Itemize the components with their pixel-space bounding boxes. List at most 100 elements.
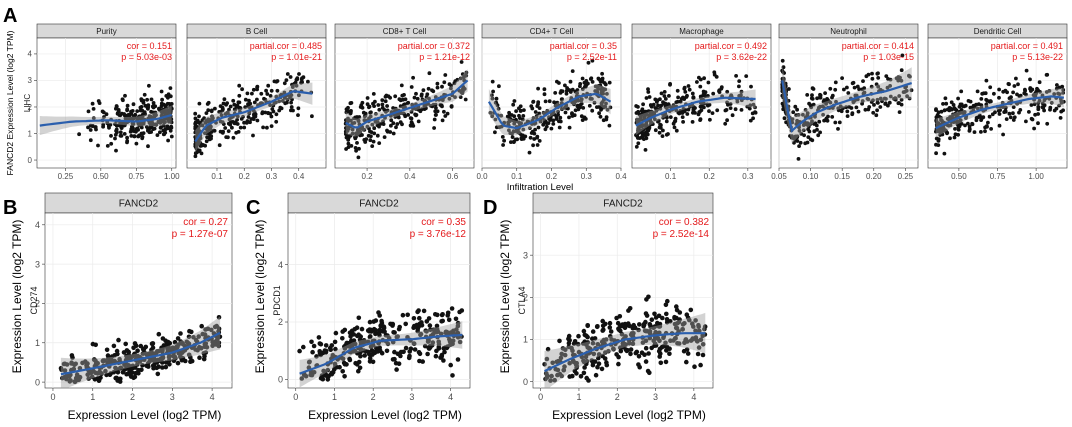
data-point bbox=[125, 135, 129, 140]
data-point bbox=[497, 84, 501, 89]
data-point bbox=[652, 311, 657, 317]
data-point bbox=[531, 116, 536, 120]
x-tick-label: 0.10 bbox=[803, 172, 819, 181]
data-point bbox=[909, 88, 914, 93]
data-point bbox=[399, 83, 404, 88]
data-point bbox=[544, 356, 550, 362]
data-point bbox=[448, 342, 453, 348]
facet-strip-label: Dendritic Cell bbox=[974, 27, 1022, 36]
data-point bbox=[979, 130, 983, 134]
data-point bbox=[616, 361, 621, 367]
data-point bbox=[450, 373, 455, 378]
data-point bbox=[952, 135, 957, 140]
x-tick-label: 1 bbox=[332, 392, 337, 402]
data-point bbox=[945, 107, 950, 112]
data-point bbox=[585, 323, 590, 328]
data-point bbox=[130, 125, 135, 130]
data-point bbox=[680, 111, 685, 115]
data-point bbox=[870, 71, 874, 76]
data-point bbox=[636, 105, 640, 109]
data-point bbox=[534, 114, 539, 118]
data-point bbox=[200, 143, 205, 148]
data-point bbox=[414, 91, 418, 96]
data-point bbox=[997, 95, 1001, 100]
data-point bbox=[247, 98, 251, 103]
data-point bbox=[596, 352, 602, 357]
data-point bbox=[570, 87, 575, 92]
data-point bbox=[362, 114, 367, 119]
data-point bbox=[985, 124, 989, 129]
data-point bbox=[101, 124, 105, 129]
data-point bbox=[352, 121, 357, 125]
data-point bbox=[372, 131, 377, 136]
data-point bbox=[378, 121, 383, 126]
data-point bbox=[967, 124, 972, 129]
data-point bbox=[371, 139, 376, 144]
data-point bbox=[266, 111, 271, 116]
data-point bbox=[166, 138, 171, 143]
data-point bbox=[377, 107, 382, 112]
x-tick-label: 2 bbox=[371, 392, 376, 402]
data-point bbox=[1052, 92, 1057, 96]
data-point bbox=[141, 98, 146, 103]
data-point bbox=[269, 124, 274, 128]
y-tick-label: 0 bbox=[523, 377, 528, 387]
data-point bbox=[356, 315, 362, 321]
x-tick-label: 0.3 bbox=[266, 172, 278, 181]
data-point bbox=[893, 96, 898, 101]
x-tick-label: 0.75 bbox=[128, 172, 144, 181]
data-point bbox=[878, 96, 883, 101]
data-point bbox=[809, 105, 814, 110]
data-point bbox=[118, 133, 123, 138]
data-point bbox=[549, 373, 554, 379]
data-point bbox=[565, 86, 569, 90]
data-point bbox=[146, 144, 150, 149]
data-point bbox=[600, 71, 604, 76]
data-point bbox=[160, 336, 166, 341]
data-point bbox=[543, 371, 549, 376]
data-point bbox=[354, 362, 360, 367]
data-point bbox=[358, 105, 363, 109]
data-point bbox=[939, 109, 944, 114]
data-point bbox=[200, 123, 205, 128]
data-point bbox=[319, 373, 325, 378]
data-point bbox=[96, 377, 102, 383]
data-point bbox=[649, 317, 655, 323]
data-point bbox=[288, 75, 293, 79]
data-point bbox=[887, 100, 892, 105]
data-point bbox=[560, 97, 564, 102]
data-point bbox=[511, 140, 516, 145]
data-point bbox=[237, 93, 242, 98]
data-point bbox=[536, 86, 540, 91]
data-point bbox=[696, 112, 701, 117]
data-point bbox=[941, 126, 946, 131]
data-point bbox=[440, 84, 444, 89]
data-point bbox=[323, 343, 329, 348]
data-point bbox=[608, 329, 614, 334]
data-point bbox=[579, 98, 584, 103]
data-point bbox=[882, 96, 887, 101]
data-point bbox=[1036, 88, 1040, 92]
data-point bbox=[1033, 112, 1037, 117]
data-point bbox=[357, 146, 361, 151]
data-point bbox=[962, 110, 967, 115]
data-point bbox=[1029, 116, 1034, 121]
data-point bbox=[146, 364, 151, 369]
data-point bbox=[839, 109, 844, 114]
data-point bbox=[308, 372, 314, 378]
data-point bbox=[728, 102, 733, 106]
confidence-band bbox=[635, 89, 756, 136]
data-point bbox=[934, 108, 938, 112]
data-point bbox=[159, 346, 164, 351]
data-point bbox=[391, 131, 396, 136]
data-point bbox=[233, 108, 238, 112]
data-point bbox=[567, 115, 571, 120]
data-point bbox=[1040, 105, 1045, 110]
data-point bbox=[202, 116, 207, 121]
data-point bbox=[639, 350, 645, 356]
data-point bbox=[966, 121, 970, 126]
data-point bbox=[564, 91, 569, 96]
data-point bbox=[459, 60, 464, 64]
data-point bbox=[579, 101, 584, 106]
data-point bbox=[535, 143, 540, 147]
